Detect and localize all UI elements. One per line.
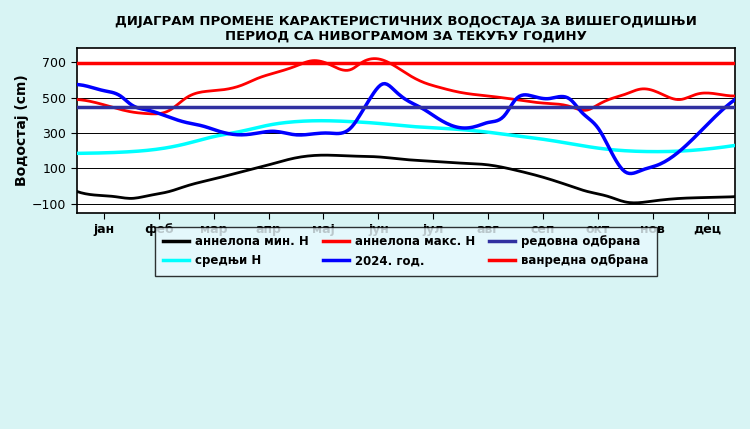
Legend: аннелопа мин. H, средњи H, аннелопа макс. H, 2024. год., редовна одбрана, ванред: аннелопа мин. H, средњи H, аннелопа макс… <box>154 227 657 275</box>
Y-axis label: Водостај (cm): Водостај (cm) <box>15 75 29 186</box>
Title: ДИЈАГРАМ ПРОМЕНЕ КАРАКТЕРИСТИЧНИХ ВОДОСТАЈА ЗА ВИШЕГОДИШЊИ
ПЕРИОД СА НИВОГРАМОМ : ДИЈАГРАМ ПРОМЕНЕ КАРАКТЕРИСТИЧНИХ ВОДОСТ… <box>115 15 697 43</box>
